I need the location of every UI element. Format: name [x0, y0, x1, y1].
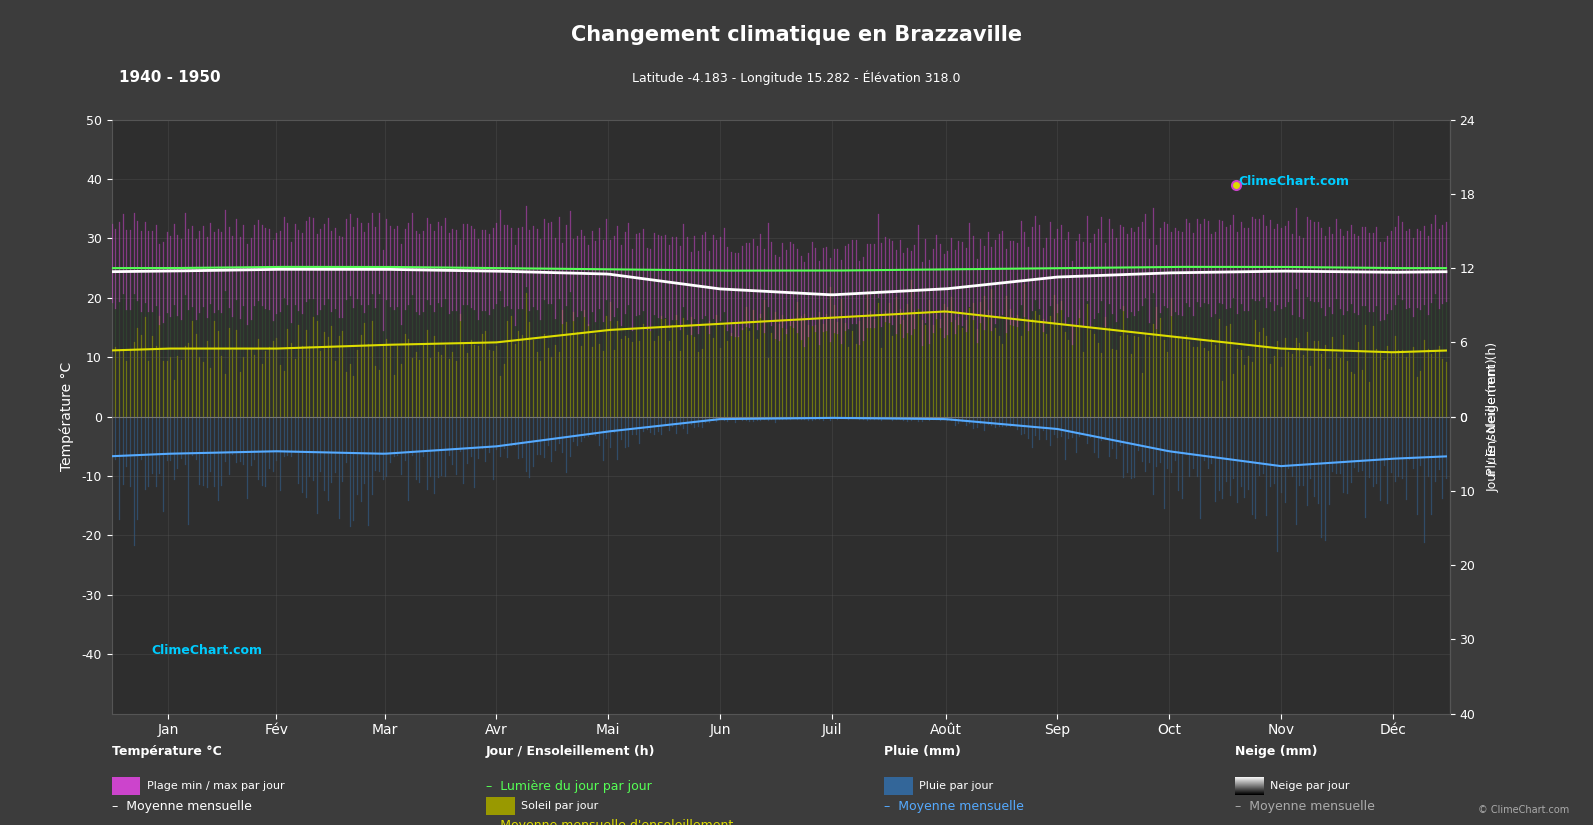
- Text: Changement climatique en Brazzaville: Changement climatique en Brazzaville: [570, 25, 1023, 45]
- Text: Température °C: Température °C: [112, 745, 221, 758]
- Text: Neige (mm): Neige (mm): [1235, 745, 1317, 758]
- Text: Plage min / max par jour: Plage min / max par jour: [147, 781, 284, 791]
- Text: Neige par jour: Neige par jour: [1270, 781, 1349, 791]
- Text: –  Lumière du jour par jour: – Lumière du jour par jour: [486, 780, 652, 793]
- Text: –  Moyenne mensuelle: – Moyenne mensuelle: [1235, 799, 1375, 813]
- Text: ClimeChart.com: ClimeChart.com: [151, 644, 263, 658]
- Y-axis label: Température °C: Température °C: [61, 362, 75, 471]
- Text: 1940 - 1950: 1940 - 1950: [119, 70, 221, 85]
- Y-axis label: Jour / Ensoleillement (h): Jour / Ensoleillement (h): [1486, 342, 1499, 492]
- Y-axis label: Pluie / Neige (mm): Pluie / Neige (mm): [1486, 358, 1499, 475]
- Text: Pluie (mm): Pluie (mm): [884, 745, 961, 758]
- Text: ClimeChart.com: ClimeChart.com: [1238, 175, 1349, 188]
- Text: –  Moyenne mensuelle: – Moyenne mensuelle: [884, 799, 1024, 813]
- Text: Pluie par jour: Pluie par jour: [919, 781, 994, 791]
- Text: Jour / Ensoleillement (h): Jour / Ensoleillement (h): [486, 745, 655, 758]
- Text: –  Moyenne mensuelle d'ensoleillement: – Moyenne mensuelle d'ensoleillement: [486, 819, 733, 825]
- Text: –  Moyenne mensuelle: – Moyenne mensuelle: [112, 799, 252, 813]
- Text: Soleil par jour: Soleil par jour: [521, 801, 597, 811]
- Text: © ClimeChart.com: © ClimeChart.com: [1478, 805, 1569, 815]
- Text: Latitude -4.183 - Longitude 15.282 - Élévation 318.0: Latitude -4.183 - Longitude 15.282 - Élé…: [632, 70, 961, 85]
